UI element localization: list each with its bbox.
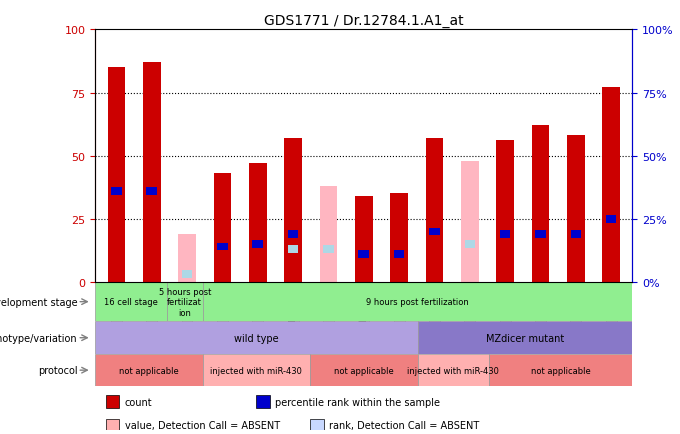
Bar bbox=[106, 395, 120, 408]
Bar bbox=[288, 230, 299, 238]
Bar bbox=[496, 141, 514, 282]
FancyBboxPatch shape bbox=[95, 354, 203, 387]
Bar bbox=[182, 271, 192, 278]
Bar bbox=[284, 138, 302, 282]
Bar bbox=[500, 230, 511, 238]
Text: value, Detection Call = ABSENT: value, Detection Call = ABSENT bbox=[124, 421, 280, 431]
Bar bbox=[464, 240, 475, 248]
Bar bbox=[355, 197, 373, 282]
Bar bbox=[107, 68, 125, 282]
Text: 16 cell stage: 16 cell stage bbox=[104, 297, 158, 306]
Text: protocol: protocol bbox=[37, 365, 78, 375]
Bar bbox=[252, 240, 263, 248]
Text: percentile rank within the sample: percentile rank within the sample bbox=[275, 397, 440, 407]
Text: injected with miR-430: injected with miR-430 bbox=[407, 366, 499, 375]
Text: wild type: wild type bbox=[234, 333, 279, 343]
FancyBboxPatch shape bbox=[203, 282, 632, 322]
Text: not applicable: not applicable bbox=[334, 366, 394, 375]
Bar bbox=[571, 230, 581, 238]
FancyBboxPatch shape bbox=[418, 322, 632, 354]
Text: count: count bbox=[124, 397, 152, 407]
FancyBboxPatch shape bbox=[167, 282, 203, 322]
Text: 5 hours post
fertilizat
ion: 5 hours post fertilizat ion bbox=[158, 287, 211, 317]
Bar bbox=[178, 234, 196, 282]
Bar bbox=[394, 251, 405, 258]
FancyBboxPatch shape bbox=[95, 322, 418, 354]
FancyBboxPatch shape bbox=[310, 354, 418, 387]
Bar bbox=[464, 240, 475, 248]
FancyBboxPatch shape bbox=[489, 354, 632, 387]
Bar bbox=[429, 228, 440, 236]
Bar bbox=[284, 187, 302, 282]
Text: injected with miR-430: injected with miR-430 bbox=[210, 366, 303, 375]
Text: development stage: development stage bbox=[0, 297, 78, 307]
FancyBboxPatch shape bbox=[418, 354, 489, 387]
Text: not applicable: not applicable bbox=[119, 366, 179, 375]
Bar bbox=[567, 136, 585, 282]
Bar bbox=[461, 161, 479, 282]
Bar bbox=[535, 230, 546, 238]
Bar bbox=[146, 188, 157, 195]
Bar bbox=[214, 174, 231, 282]
Bar bbox=[320, 187, 337, 282]
FancyBboxPatch shape bbox=[203, 354, 310, 387]
Text: MZdicer mutant: MZdicer mutant bbox=[486, 333, 564, 343]
Text: rank, Detection Call = ABSENT: rank, Detection Call = ABSENT bbox=[329, 421, 479, 431]
Bar bbox=[106, 419, 120, 432]
Text: not applicable: not applicable bbox=[531, 366, 591, 375]
Bar bbox=[606, 215, 617, 223]
Text: genotype/variation: genotype/variation bbox=[0, 333, 78, 343]
Bar bbox=[217, 243, 228, 251]
Bar bbox=[532, 126, 549, 282]
Bar bbox=[390, 194, 408, 282]
Bar bbox=[323, 246, 334, 253]
Bar bbox=[111, 188, 122, 195]
FancyBboxPatch shape bbox=[95, 282, 167, 322]
Bar bbox=[288, 246, 299, 253]
Bar bbox=[256, 395, 270, 408]
Bar bbox=[602, 88, 620, 282]
Bar bbox=[249, 164, 267, 282]
Bar bbox=[310, 419, 324, 432]
Bar bbox=[143, 63, 160, 282]
Text: 9 hours post fertilization: 9 hours post fertilization bbox=[366, 297, 469, 306]
Bar bbox=[426, 138, 443, 282]
Title: GDS1771 / Dr.12784.1.A1_at: GDS1771 / Dr.12784.1.A1_at bbox=[264, 14, 464, 28]
Bar bbox=[358, 251, 369, 258]
